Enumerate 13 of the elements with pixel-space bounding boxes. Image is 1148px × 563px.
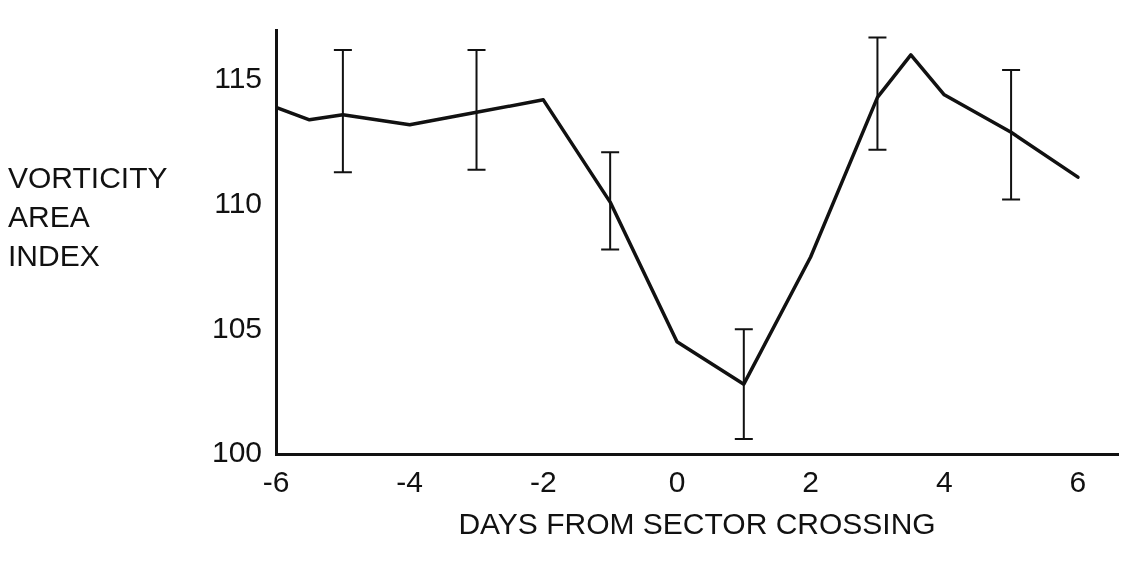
x-axis-title: DAYS FROM SECTOR CROSSING [458, 507, 936, 541]
x-tick-label: -6 [262, 465, 290, 499]
x-tick-label: 2 [802, 465, 819, 499]
x-tick-label: -4 [396, 465, 424, 499]
y-tick-label: 105 [211, 310, 263, 344]
y-tick-label: 100 [211, 435, 263, 469]
x-tick-label: 4 [935, 465, 953, 499]
x-tick-label: -2 [529, 465, 557, 499]
y-axis-title: VORTICITY AREA INDEX [8, 160, 168, 274]
x-tick-label: 6 [1069, 465, 1087, 499]
x-tick-label: 0 [668, 465, 686, 499]
y-tick-label: 115 [214, 61, 263, 95]
y-tick-label: 110 [214, 185, 263, 219]
